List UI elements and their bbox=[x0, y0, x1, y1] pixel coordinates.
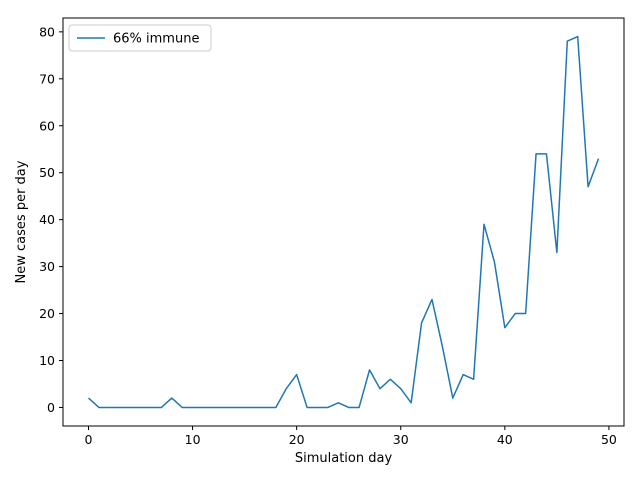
y-axis-label: New cases per day bbox=[14, 160, 29, 283]
x-tick-label: 10 bbox=[185, 432, 201, 447]
series bbox=[87, 35, 600, 409]
legend-label: 66% immune bbox=[113, 32, 199, 47]
y-tick-label: 70 bbox=[39, 71, 55, 86]
series-line bbox=[87, 35, 600, 409]
legend-box bbox=[68, 24, 212, 52]
x-axis-label: Simulation day bbox=[295, 451, 393, 466]
ticks: 0 10 20 30 40 50 0 10 20 30 40 50 60 70 80 bbox=[39, 24, 617, 447]
y-tick-label: 50 bbox=[39, 165, 55, 180]
x-tick-label: 40 bbox=[497, 432, 513, 447]
x-tick-label: 20 bbox=[289, 432, 305, 447]
y-tick-label: 40 bbox=[39, 212, 55, 227]
y-tick-label: 0 bbox=[47, 400, 55, 415]
x-tick-label: 30 bbox=[393, 432, 409, 447]
y-tick-label: 80 bbox=[39, 24, 55, 39]
plot-frame bbox=[62, 17, 625, 427]
legend: 66% immune bbox=[68, 24, 212, 52]
y-tick-label: 60 bbox=[39, 118, 55, 133]
x-tick-label: 50 bbox=[601, 432, 617, 447]
y-tick-label: 30 bbox=[39, 259, 55, 274]
y-tick-label: 10 bbox=[39, 353, 55, 368]
axes bbox=[62, 17, 625, 427]
x-tick-label: 0 bbox=[85, 432, 93, 447]
y-tick-label: 20 bbox=[39, 306, 55, 321]
